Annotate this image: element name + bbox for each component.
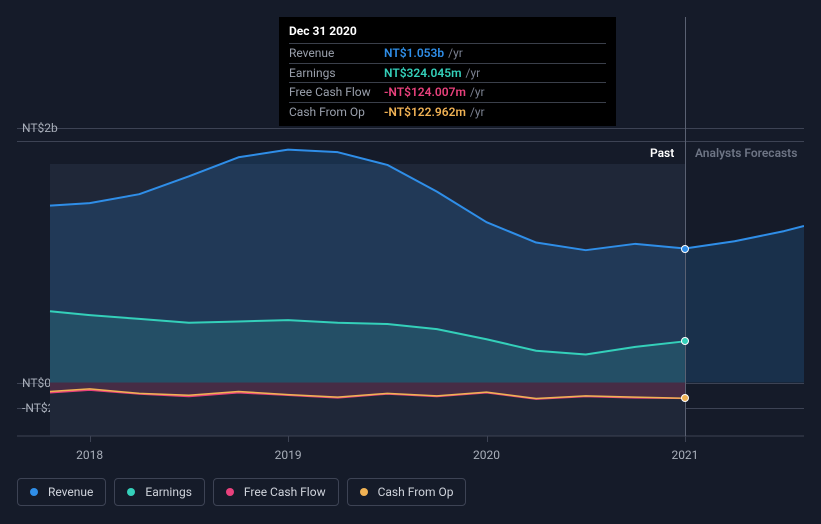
tooltip-row: RevenueNT$1.053b/yr (289, 43, 606, 63)
x-axis-label: 2018 (76, 448, 103, 462)
hover-line (685, 17, 686, 436)
tooltip-metric-unit: /yr (470, 104, 485, 121)
tooltip-metric-value: -NT$122.962m (384, 104, 466, 121)
legend-dot-icon (30, 488, 38, 496)
legend-label: Earnings (145, 485, 192, 499)
series-marker (681, 394, 689, 402)
tooltip-row: Cash From Op-NT$122.962m/yr (289, 102, 606, 122)
legend-label: Cash From Op (378, 485, 454, 499)
tooltip-metric-label: Earnings (289, 65, 384, 82)
tooltip-metric-value: NT$324.045m (384, 65, 462, 82)
legend-label: Free Cash Flow (244, 485, 326, 499)
tooltip-row: Free Cash Flow-NT$124.007m/yr (289, 82, 606, 102)
tooltip-metric-value: -NT$124.007m (384, 84, 466, 101)
tooltip-metric-unit: /yr (466, 65, 481, 82)
financial-chart: Dec 31 2020 RevenueNT$1.053b/yrEarningsN… (17, 0, 804, 524)
tooltip-metric-label: Revenue (289, 45, 384, 62)
tooltip-row: EarningsNT$324.045m/yr (289, 63, 606, 83)
tooltip-metric-unit: /yr (470, 84, 485, 101)
tooltip-metric-value: NT$1.053b (384, 45, 444, 62)
x-axis-label: 2021 (671, 448, 698, 462)
legend-item[interactable]: Cash From Op (347, 478, 467, 506)
legend-dot-icon (226, 488, 234, 496)
series-marker (681, 337, 689, 345)
legend-item[interactable]: Free Cash Flow (213, 478, 339, 506)
x-tick (90, 436, 91, 442)
x-axis-label: 2019 (275, 448, 302, 462)
series-marker (681, 245, 689, 253)
legend: Revenue Earnings Free Cash Flow Cash From O… (17, 478, 466, 506)
x-tick (487, 436, 488, 442)
x-axis-label: 2020 (473, 448, 500, 462)
data-tooltip: Dec 31 2020 RevenueNT$1.053b/yrEarningsN… (279, 17, 616, 126)
legend-label: Revenue (48, 485, 93, 499)
tooltip-date: Dec 31 2020 (289, 23, 606, 43)
tooltip-metric-label: Cash From Op (289, 104, 384, 121)
legend-dot-icon (127, 488, 135, 496)
legend-item[interactable]: Revenue (17, 478, 106, 506)
legend-dot-icon (360, 488, 368, 496)
tooltip-metric-label: Free Cash Flow (289, 84, 384, 101)
x-tick (685, 436, 686, 442)
x-tick (288, 436, 289, 442)
tooltip-metric-unit: /yr (448, 45, 463, 62)
legend-item[interactable]: Earnings (114, 478, 205, 506)
